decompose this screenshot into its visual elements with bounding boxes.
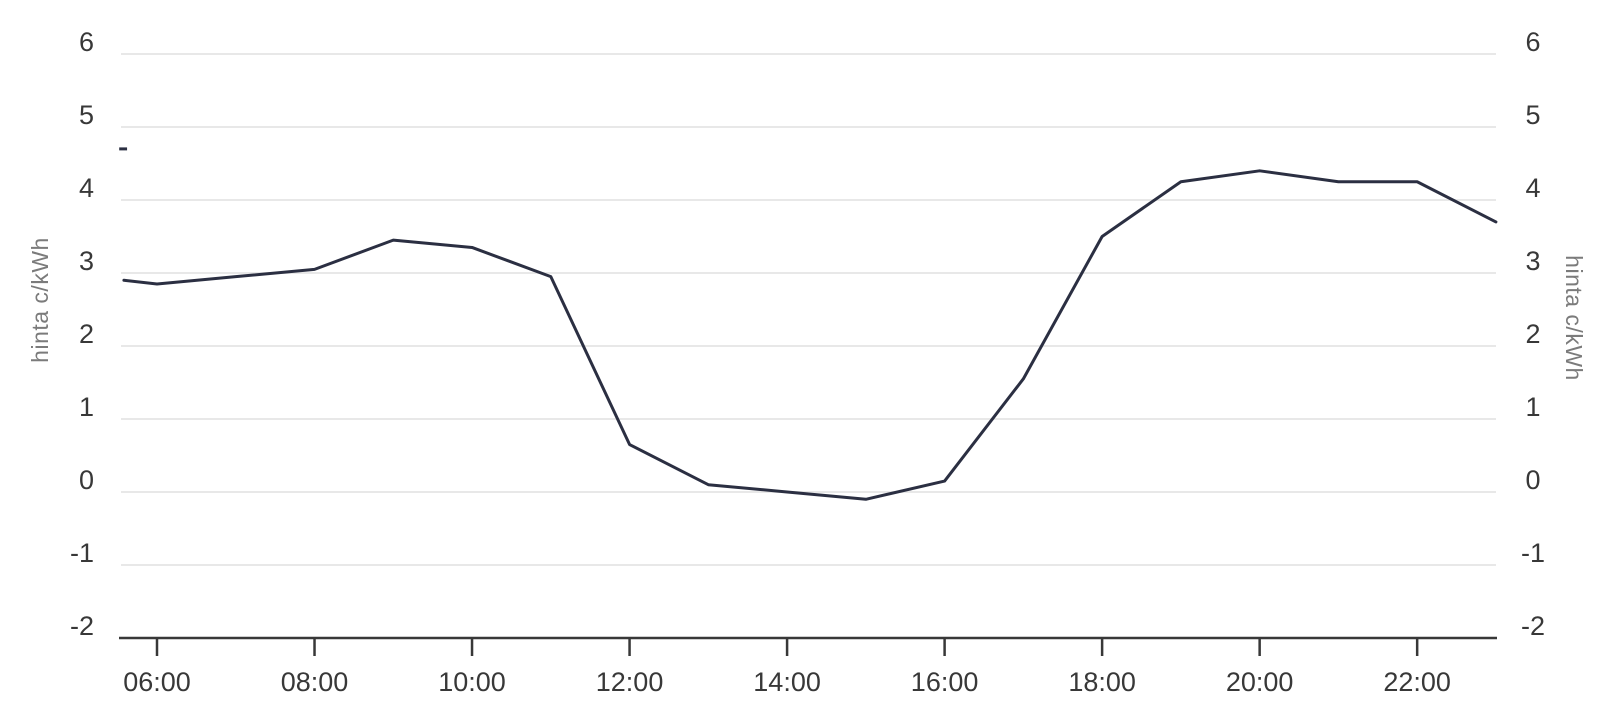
gridlines — [121, 53, 1496, 566]
y-tick-label-right-5: 5 — [1525, 100, 1540, 130]
x-tick-labels: 06:00 08:00 10:00 12:00 14:00 16:00 18:00 20:00… — [123, 667, 1451, 697]
y-tick-label-left-4: 4 — [79, 173, 94, 203]
y-tick-label-left-3: 3 — [79, 246, 94, 276]
x-tick-label-06:00: 06:00 — [123, 667, 191, 697]
y-tick-label-right--1: -1 — [1521, 538, 1545, 568]
y-tick-label-right-1: 1 — [1525, 392, 1540, 422]
price-line — [122, 169, 1498, 501]
y-tick-label-right-2: 2 — [1525, 319, 1540, 349]
y-tick-label-left-1: 1 — [79, 392, 94, 422]
x-tick-label-08:00: 08:00 — [281, 667, 349, 697]
x-axis — [119, 636, 1497, 656]
y-axis-title-left: hinta c/kWh — [27, 237, 53, 363]
x-tick-label-18:00: 18:00 — [1068, 667, 1136, 697]
y-tick-label-left-2: 2 — [79, 319, 94, 349]
x-tick-label-10:00: 10:00 — [438, 667, 506, 697]
y-tick-label-left--1: -1 — [70, 538, 94, 568]
y-tick-label-right-6: 6 — [1525, 27, 1540, 57]
x-tick-label-22:00: 22:00 — [1383, 667, 1451, 697]
x-tick-label-12:00: 12:00 — [596, 667, 664, 697]
y-tick-label-right-3: 3 — [1525, 246, 1540, 276]
y-tick-labels-left: 6 5 4 3 2 1 0 -1 -2 — [70, 27, 94, 641]
y-tick-label-left-0: 0 — [79, 465, 94, 495]
x-tick-label-16:00: 16:00 — [911, 667, 979, 697]
y-tick-label-right-4: 4 — [1525, 173, 1540, 203]
y-tick-labels-right: 6 5 4 3 2 1 0 -1 -2 — [1521, 27, 1545, 641]
y-tick-label-left--2: -2 — [70, 611, 94, 641]
y-axis-title-right: hinta c/kWh — [1561, 255, 1587, 381]
x-tick-label-14:00: 14:00 — [753, 667, 821, 697]
y-tick-label-left-6: 6 — [79, 27, 94, 57]
y-tick-label-right-0: 0 — [1525, 465, 1540, 495]
y-tick-label-left-5: 5 — [79, 100, 94, 130]
y-tick-label-right--2: -2 — [1521, 611, 1545, 641]
x-tick-label-20:00: 20:00 — [1226, 667, 1294, 697]
